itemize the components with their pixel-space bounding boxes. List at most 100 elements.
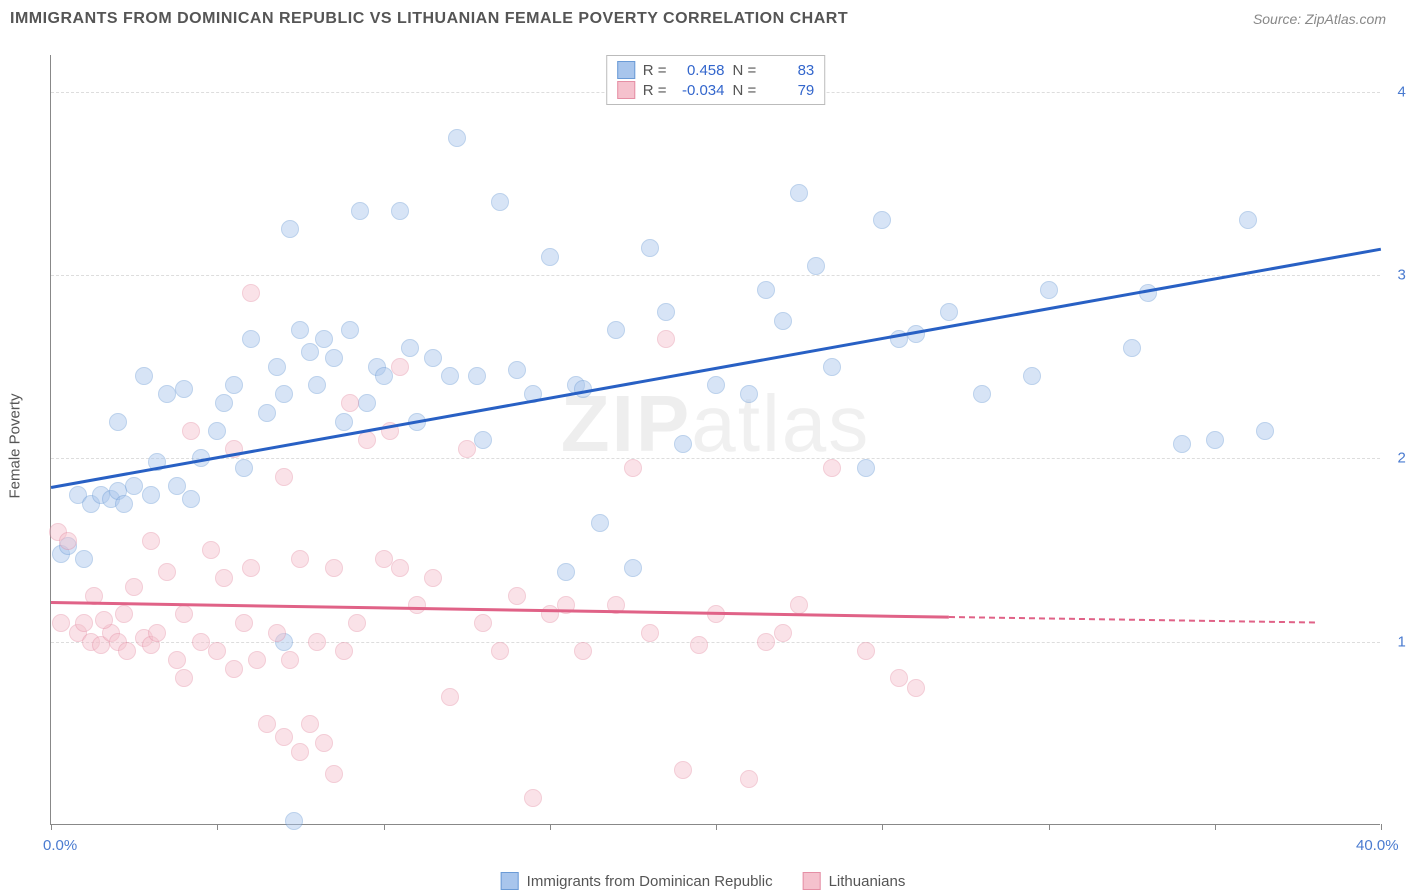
scatter-point [258, 404, 276, 422]
scatter-point [591, 514, 609, 532]
scatter-point [215, 569, 233, 587]
scatter-point [268, 358, 286, 376]
swatch-series2-bottom [803, 872, 821, 890]
scatter-point [248, 651, 266, 669]
stats-row-series2: R = -0.034 N = 79 [617, 80, 815, 100]
scatter-point [335, 642, 353, 660]
swatch-series2 [617, 81, 635, 99]
trend-line-dashed [949, 616, 1315, 623]
scatter-point [341, 321, 359, 339]
scatter-point [1023, 367, 1041, 385]
scatter-point [182, 490, 200, 508]
y-tick-label: 40.0% [1397, 83, 1406, 100]
scatter-point [315, 734, 333, 752]
scatter-point [474, 614, 492, 632]
scatter-point [75, 614, 93, 632]
scatter-point [424, 349, 442, 367]
scatter-point [341, 394, 359, 412]
scatter-point [168, 651, 186, 669]
scatter-point [740, 385, 758, 403]
scatter-point [375, 550, 393, 568]
scatter-point [301, 715, 319, 733]
scatter-point [641, 239, 659, 257]
scatter-point [202, 541, 220, 559]
swatch-series1 [617, 61, 635, 79]
scatter-point [674, 435, 692, 453]
scatter-chart: ZIPatlas R = 0.458 N = 83 R = -0.034 N =… [50, 55, 1380, 825]
scatter-point [857, 642, 875, 660]
scatter-point [115, 605, 133, 623]
scatter-point [308, 376, 326, 394]
x-tick-mark [217, 824, 218, 830]
scatter-point [424, 569, 442, 587]
scatter-point [275, 385, 293, 403]
scatter-point [624, 459, 642, 477]
scatter-point [325, 349, 343, 367]
scatter-point [408, 596, 426, 614]
x-tick-mark [384, 824, 385, 830]
scatter-point [118, 642, 136, 660]
scatter-point [1040, 281, 1058, 299]
scatter-point [125, 578, 143, 596]
x-tick-mark [550, 824, 551, 830]
scatter-point [823, 459, 841, 477]
scatter-point [142, 486, 160, 504]
bottom-legend: Immigrants from Dominican Republic Lithu… [501, 872, 906, 890]
scatter-point [574, 642, 592, 660]
scatter-point [1123, 339, 1141, 357]
scatter-point [175, 605, 193, 623]
scatter-point [158, 563, 176, 581]
scatter-point [1256, 422, 1274, 440]
y-tick-label: 30.0% [1397, 267, 1406, 284]
scatter-point [192, 633, 210, 651]
scatter-point [508, 361, 526, 379]
grid-line [51, 642, 1380, 643]
scatter-point [401, 339, 419, 357]
scatter-point [325, 765, 343, 783]
scatter-point [215, 394, 233, 412]
scatter-point [524, 789, 542, 807]
scatter-point [757, 633, 775, 651]
scatter-point [441, 688, 459, 706]
scatter-point [774, 312, 792, 330]
scatter-point [907, 679, 925, 697]
scatter-point [315, 330, 333, 348]
scatter-point [225, 660, 243, 678]
scatter-point [281, 651, 299, 669]
scatter-point [823, 358, 841, 376]
scatter-point [291, 550, 309, 568]
scatter-point [125, 477, 143, 495]
legend-item-series1: Immigrants from Dominican Republic [501, 872, 773, 890]
stats-legend-box: R = 0.458 N = 83 R = -0.034 N = 79 [606, 55, 826, 105]
scatter-point [348, 614, 366, 632]
scatter-point [541, 605, 559, 623]
grid-line [51, 275, 1380, 276]
scatter-point [291, 743, 309, 761]
scatter-point [235, 614, 253, 632]
legend-item-series2: Lithuanians [803, 872, 906, 890]
scatter-point [242, 559, 260, 577]
scatter-point [873, 211, 891, 229]
x-tick-mark [1049, 824, 1050, 830]
scatter-point [391, 202, 409, 220]
scatter-point [940, 303, 958, 321]
scatter-point [142, 532, 160, 550]
scatter-point [757, 281, 775, 299]
scatter-point [208, 422, 226, 440]
scatter-point [242, 330, 260, 348]
scatter-point [225, 376, 243, 394]
scatter-point [235, 459, 253, 477]
swatch-series1-bottom [501, 872, 519, 890]
scatter-point [281, 220, 299, 238]
stats-row-series1: R = 0.458 N = 83 [617, 60, 815, 80]
scatter-point [391, 559, 409, 577]
scatter-point [740, 770, 758, 788]
scatter-point [690, 636, 708, 654]
source-label: Source: ZipAtlas.com [1253, 11, 1386, 27]
scatter-point [973, 385, 991, 403]
scatter-point [158, 385, 176, 403]
scatter-point [135, 367, 153, 385]
scatter-point [182, 422, 200, 440]
y-axis-label: Female Poverty [7, 393, 24, 498]
scatter-point [285, 812, 303, 830]
